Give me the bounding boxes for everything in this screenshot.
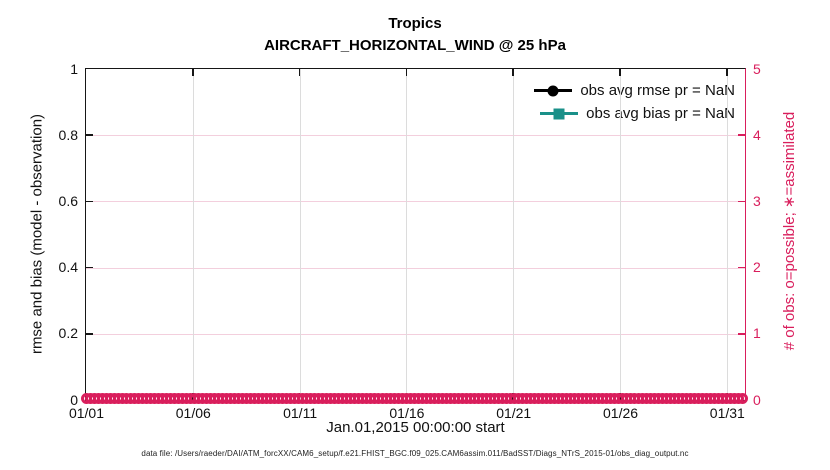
chart-subtitle: AIRCRAFT_HORIZONTAL_WIND @ 25 hPa <box>264 37 566 54</box>
y-right-tick-label: 0 <box>753 391 761 408</box>
x-tick-label: 01/01 <box>68 405 105 421</box>
top-axis-tick <box>405 69 408 76</box>
right-y-axis-label: # of obs: o=possible; ∗=assimilated <box>781 111 798 351</box>
y-left-tick-label: 1 <box>70 60 78 77</box>
top-axis-tick <box>298 69 301 76</box>
legend-label: obs avg rmse pr = NaN <box>580 82 735 99</box>
y-gridline <box>86 201 745 203</box>
left-axis-tick <box>86 134 93 136</box>
right-axis-tick <box>738 266 745 269</box>
legend-item: obs avg rmse pr = NaN <box>534 79 735 102</box>
y-right-tick-label: 4 <box>753 126 761 143</box>
x-gridline <box>620 69 622 400</box>
circle-series-line <box>534 85 573 96</box>
x-tick-label: 01/26 <box>603 405 639 421</box>
y-right-tick-label: 3 <box>753 192 761 209</box>
y-right-tick-label: 1 <box>753 325 761 342</box>
y-gridline <box>86 267 745 269</box>
top-axis-tick <box>726 69 728 76</box>
square-series-line <box>540 108 579 119</box>
x-gridline <box>726 69 728 400</box>
data-file-caption: data file: /Users/raeder/DAI/ATM_forcXX/… <box>141 449 689 458</box>
x-axis-label: Jan.01,2015 00:00:00 start <box>326 419 505 436</box>
y-left-tick-label: 0 <box>70 391 78 408</box>
x-tick-label: 01/06 <box>175 405 211 421</box>
x-gridline <box>406 69 408 400</box>
right-axis-tick <box>738 333 745 335</box>
left-y-axis-label: rmse and bias (model - observation) <box>28 113 46 355</box>
circle-marker-icon <box>547 85 559 96</box>
right-axis-tick <box>738 134 745 136</box>
legend-label: obs avg bias pr = NaN <box>586 105 735 122</box>
legend: obs avg rmse pr = NaN obs avg bias pr = N… <box>534 79 735 125</box>
y-right-tick-label: 5 <box>753 60 761 77</box>
y-gridline <box>86 135 745 137</box>
top-axis-tick <box>512 69 514 76</box>
top-axis-tick <box>192 69 194 76</box>
y-left-tick-label: 0.6 <box>58 192 78 209</box>
x-gridline <box>513 69 515 400</box>
x-tick-label: 01/11 <box>283 405 318 421</box>
x-tick-label: 01/16 <box>389 405 425 421</box>
chart-title: Tropics <box>388 15 442 32</box>
y-left-tick-label: 0.8 <box>58 126 78 143</box>
square-marker-icon <box>553 108 565 119</box>
x-gridline <box>192 69 194 400</box>
obs-marker-icon <box>736 393 748 404</box>
legend-item: obs avg bias pr = NaN <box>534 102 735 125</box>
x-gridline <box>299 69 301 400</box>
right-axis-tick <box>738 200 745 203</box>
y-right-tick-label: 2 <box>753 259 761 276</box>
x-tick-label: 01/21 <box>496 405 532 421</box>
left-axis-tick <box>86 266 93 269</box>
left-axis-tick <box>86 200 93 203</box>
left-axis-tick <box>86 333 93 335</box>
plot-area: obs avg rmse pr = NaN obs avg bias pr = N… <box>80 68 748 404</box>
y-gridline <box>86 333 745 335</box>
y-left-tick-label: 0.4 <box>58 259 78 276</box>
x-tick-label: 01/31 <box>709 405 745 421</box>
y-left-tick-label: 0.2 <box>58 325 78 342</box>
top-axis-tick <box>619 69 621 76</box>
